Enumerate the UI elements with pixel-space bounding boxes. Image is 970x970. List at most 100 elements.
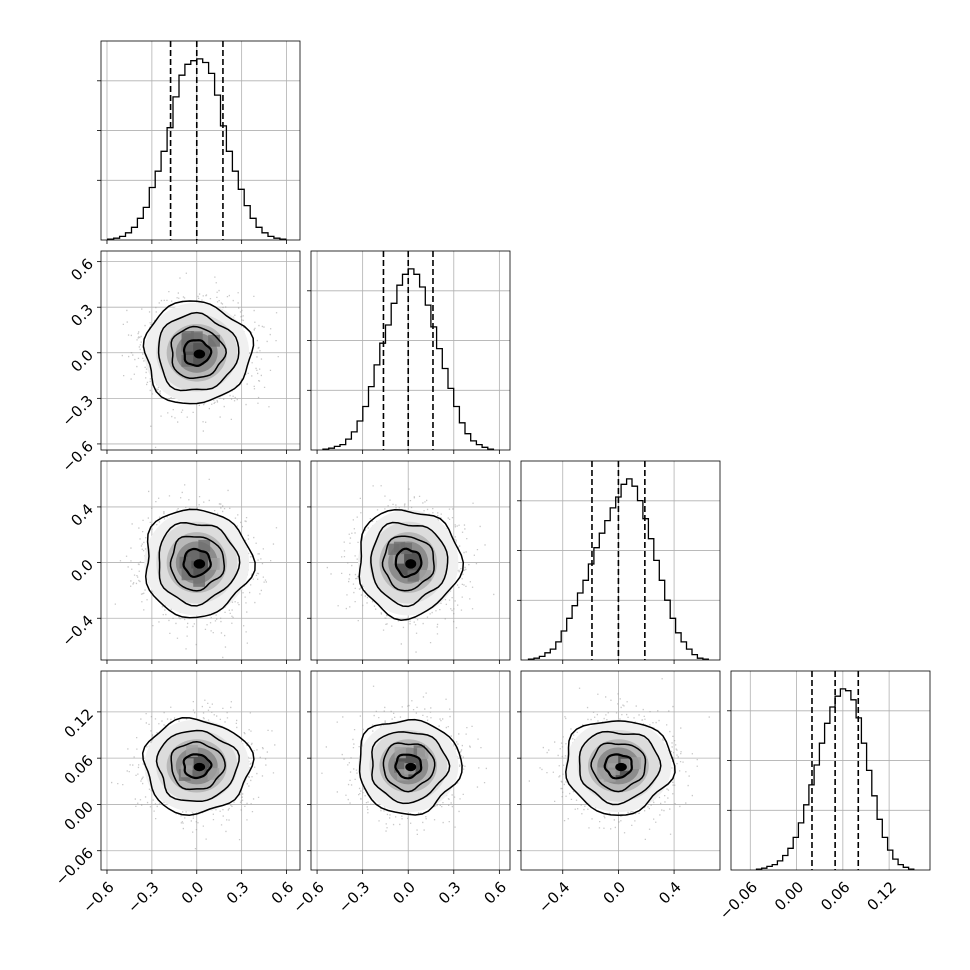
density-block (187, 549, 200, 561)
x-tick-label: −0.6 (79, 878, 117, 916)
density-block (629, 757, 641, 770)
density-block (193, 575, 206, 587)
density-block (181, 333, 194, 346)
y-tick-label: 0.6 (67, 255, 97, 285)
density-block (179, 556, 192, 569)
density-block (181, 758, 194, 771)
scatter-panel-2-3 (517, 670, 721, 874)
x-tick-label: −0.4 (535, 878, 573, 916)
density-block (392, 552, 405, 564)
density-block (606, 755, 619, 768)
scatter-panel-inner (101, 461, 300, 660)
histogram-panel-0 (97, 40, 301, 244)
scatter-panel-1-3 (307, 670, 511, 874)
x-tick-label: 0.0 (600, 878, 630, 908)
y-tick-label: 0.12 (61, 705, 97, 741)
density-block (417, 747, 429, 759)
contour-2 (157, 311, 240, 392)
density-block (407, 570, 419, 582)
contour-1 (169, 535, 226, 592)
y-tick-label: −0.3 (59, 392, 97, 430)
y-tick-label: −0.4 (59, 612, 97, 650)
scatter-panel-0-3 (97, 670, 301, 874)
contour-0 (182, 547, 212, 578)
y-tick-labels-row-1: −0.6 −0.3 0.0 0.3 0.6 (59, 255, 97, 476)
contour-2 (155, 729, 240, 803)
histogram-frame (730, 670, 931, 871)
scatter-points (326, 485, 495, 653)
density-block (186, 745, 198, 757)
x-tick-label: −0.6 (289, 878, 327, 916)
histogram-frame (100, 40, 301, 241)
density-block (181, 568, 194, 581)
y-tick-label: 0.00 (61, 798, 97, 834)
scatter-frame (310, 670, 511, 871)
contour-3 (565, 720, 676, 817)
density-block (208, 334, 220, 347)
x-tick-label: 0.0 (389, 878, 419, 908)
contour-1 (382, 742, 436, 793)
scatter-panel-inner (521, 671, 720, 870)
contour-3 (141, 717, 255, 816)
y-tick-label: 0.06 (61, 751, 97, 787)
contour-1 (590, 742, 647, 793)
density-block (394, 761, 406, 773)
x-tick-label: 0.3 (223, 878, 253, 908)
contour-1 (170, 325, 227, 380)
density-peak (193, 559, 206, 569)
density-block (397, 769, 409, 781)
y-tick-labels-row-2: −0.4 0.0 0.4 (59, 500, 97, 650)
density-peak (405, 559, 417, 569)
y-tick-label: 0.3 (67, 300, 97, 330)
contour-2 (578, 730, 662, 806)
scatter-panel-inner (101, 671, 300, 870)
scatter-panel-inner (311, 461, 510, 660)
y-tick-label: −0.06 (52, 844, 97, 889)
x-tick-labels-col-1: −0.6 −0.3 0.0 0.3 0.6 (289, 878, 510, 916)
density-peak (405, 762, 417, 772)
density-peak (615, 762, 627, 772)
x-tick-label: 0.0 (178, 878, 208, 908)
density-peak (193, 762, 206, 772)
density-block (181, 354, 194, 367)
y-tick-label: 0.4 (67, 500, 97, 530)
histogram-frame (520, 460, 721, 661)
x-tick-labels-col-2: −0.4 0.0 0.4 (535, 878, 685, 916)
scatter-panel-inner (311, 671, 510, 870)
density-block (607, 763, 620, 776)
contour-2 (371, 731, 451, 805)
y-tick-label: 0.0 (67, 346, 97, 376)
x-tick-labels-col-0: −0.6 −0.3 0.0 0.3 0.6 (79, 878, 297, 916)
density-block (388, 543, 400, 555)
density-block (596, 767, 609, 780)
scatter-frame (100, 250, 301, 451)
contour-1 (381, 535, 435, 592)
density-block (393, 541, 406, 553)
density-block (180, 765, 193, 778)
scatter-panel-inner (101, 251, 300, 450)
contour-0 (603, 753, 633, 780)
scatter-panel-1-2 (307, 460, 511, 664)
histogram-panel-1 (307, 250, 511, 454)
contour-2 (158, 522, 241, 607)
x-tick-label: 0.12 (864, 878, 900, 914)
histogram-panel-2 (517, 460, 721, 664)
contour-3 (358, 718, 463, 816)
density-block (198, 539, 211, 552)
scatter-frame (520, 670, 721, 871)
density-block (419, 570, 432, 582)
contour-1 (170, 740, 226, 791)
contour-0 (394, 547, 423, 579)
x-tick-label: 0.06 (817, 878, 853, 914)
histogram-frame (310, 250, 511, 451)
x-tick-label: −0.3 (124, 878, 162, 916)
x-tick-label: 0.00 (771, 878, 807, 914)
x-tick-label: −0.3 (335, 878, 373, 916)
scatter-frame (100, 670, 301, 871)
contour-3 (144, 508, 256, 619)
x-tick-labels-col-3: −0.06 0.00 0.06 0.12 (716, 878, 900, 923)
density-block (620, 758, 633, 771)
contour-3 (142, 300, 255, 405)
density-block (181, 339, 194, 352)
contour-0 (394, 753, 423, 780)
